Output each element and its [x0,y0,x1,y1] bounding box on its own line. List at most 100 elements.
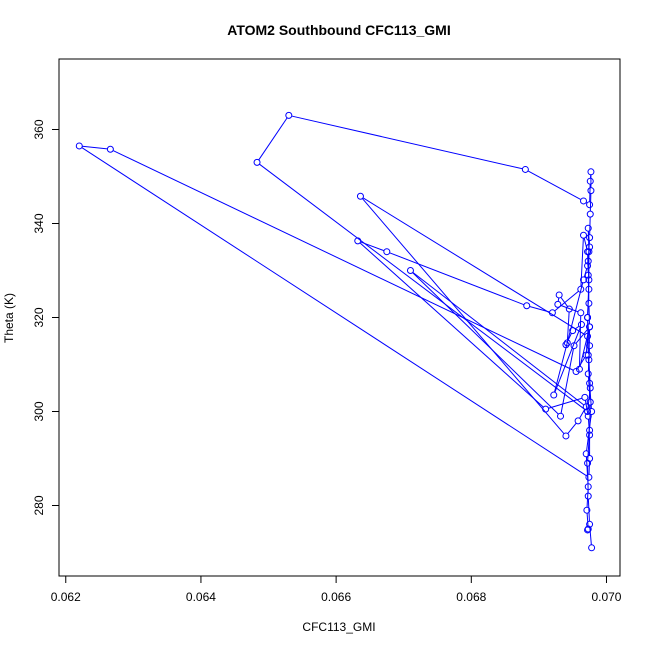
data-point [542,405,550,413]
data-point [550,391,558,399]
series-segment [589,184,591,202]
data-point [580,197,588,205]
series-segment [584,400,589,414]
data-point [585,248,593,256]
data-point [521,165,529,173]
data-point [584,492,592,500]
data-point [569,327,577,335]
series-segment [527,170,582,200]
data-point [548,309,556,317]
series-segment [389,252,525,306]
series-segment [579,409,586,419]
data-point [562,341,570,349]
data-series [75,111,596,552]
data-point [586,342,594,350]
series-segment [112,150,574,371]
series-segment [554,282,584,393]
data-point [554,300,562,308]
data-point [587,168,595,176]
data-point [586,234,594,242]
data-point [354,237,362,245]
data-point [562,432,570,440]
data-point [575,365,583,373]
data-point [586,431,594,439]
series-segment [587,320,589,353]
series-segment [412,272,559,415]
data-point [583,506,591,514]
y-tick-label: 340 [32,213,46,233]
series-segment [587,254,589,273]
series-segment [580,238,584,287]
x-tick-label: 0.062 [51,590,81,604]
data-point [585,285,593,293]
data-point [585,299,593,307]
series-segment [359,242,544,408]
series-segment [583,268,588,278]
data-point [588,544,596,552]
x-tick-label: 0.070 [591,590,621,604]
x-axis: 0.062 0.064 0.066 0.068 0.070 [51,575,622,604]
data-point [586,398,594,406]
series-segment [258,117,288,161]
data-point [586,379,594,387]
data-point [586,210,594,218]
data-point [285,111,293,119]
plot-area-frame [58,58,621,577]
series-segment [362,198,565,434]
data-point [580,276,588,284]
series-segment [586,414,592,451]
data-point [574,417,582,425]
y-tick-label: 360 [32,119,46,139]
data-point [581,393,589,401]
data-point [586,323,594,331]
x-axis-label: CFC113_GMI [302,620,375,634]
y-axis-label: Theta (K) [2,293,16,343]
data-point [584,262,592,270]
data-point [555,291,563,299]
data-point [75,142,83,150]
series-segment [560,297,568,307]
data-point [585,276,593,284]
data-point [582,450,590,458]
series-segment [575,328,589,344]
series-segment [82,145,108,150]
data-point [584,257,592,265]
data-point [586,177,594,185]
series-segment [587,231,590,249]
series-segment [579,315,582,367]
data-point [585,473,593,481]
series-segment [589,193,592,212]
data-point [584,314,592,321]
data-point [565,305,573,313]
data-point [577,309,585,317]
data-point [584,526,592,534]
data-point [587,187,595,195]
series-segment [586,489,589,508]
data-point [253,158,261,166]
y-tick-label: 320 [32,307,46,327]
series-segment [586,513,589,527]
data-point [570,342,578,350]
y-axis: 280 300 320 340 360 [32,119,60,516]
series-segment [587,499,590,522]
data-point [563,339,571,347]
x-tick-label: 0.068 [456,590,486,604]
y-tick-label: 280 [32,495,46,515]
series-segment [587,282,590,315]
data-point [586,243,594,251]
data-point [584,412,592,420]
data-point [586,201,594,209]
chart-title: ATOM2 Southbound CFC113_GMI [227,22,451,38]
data-point [584,271,592,279]
series-segment [291,115,523,170]
data-point [406,267,414,274]
data-point [582,351,590,359]
data-point [523,302,531,310]
series-segment [259,163,586,411]
x-tick-label: 0.064 [186,590,216,604]
x-tick-label: 0.066 [321,590,351,604]
data-point [584,351,592,359]
data-point [584,525,592,533]
data-point [584,459,592,467]
